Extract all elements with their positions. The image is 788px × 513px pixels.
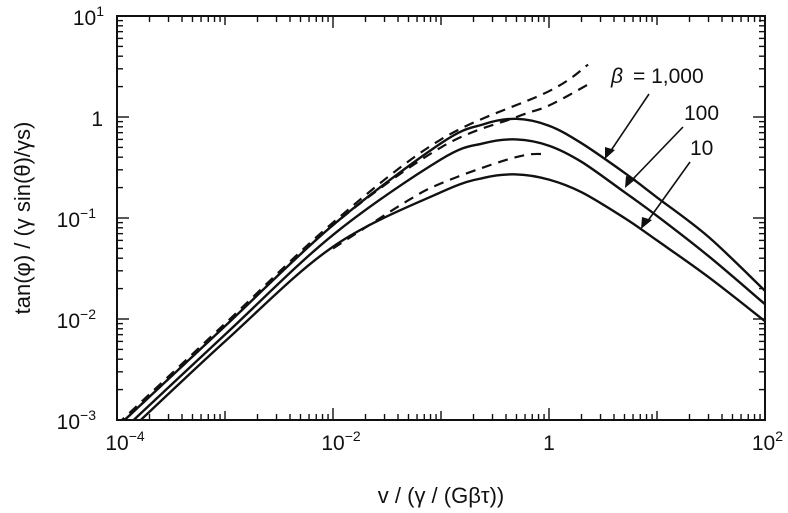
legend-beta-symbol: β	[610, 65, 623, 88]
x-tick-label: 10−2	[321, 428, 361, 455]
solid-curve-0	[122, 117, 765, 420]
y-tick-label: 10−2	[57, 306, 97, 333]
legend-label-1000: = 1,000	[633, 65, 704, 88]
arrow-100-head	[625, 176, 636, 188]
legend-arrows	[605, 93, 691, 229]
y-tick-label: 1	[91, 108, 103, 131]
x-tick-label: 102	[752, 428, 783, 455]
x-axis-label: v / (γ / (Gβτ))	[378, 483, 504, 508]
x-tick-labels: 10−4 10−2 1 102	[105, 428, 783, 455]
y-axis-label: tan(φ) / (γ sin(θ)/γs)	[10, 122, 35, 315]
x-tick-label: 1	[543, 432, 555, 455]
y-tick-label: 101	[73, 3, 104, 30]
arrow-1000-head	[605, 147, 615, 159]
arrow-1000	[609, 93, 650, 153]
solid-curve-1	[131, 138, 765, 420]
x-tick-label: 10−4	[105, 428, 145, 455]
arrow-100	[630, 126, 684, 182]
y-tick-labels: 10−3 10−2 10−1 1 101	[57, 3, 105, 434]
solid-curve-2	[139, 173, 765, 420]
plot-frame	[116, 15, 766, 421]
y-tick-label: 10−1	[57, 205, 97, 232]
dashed-curve-3	[120, 63, 589, 420]
arrow-10	[646, 161, 691, 223]
legend-label-10: 10	[690, 137, 713, 160]
arrow-10-head	[641, 217, 652, 229]
series-curves	[120, 63, 765, 420]
dashed-curve-5	[332, 152, 545, 250]
y-tick-label: 10−3	[57, 407, 97, 434]
dashed-curve-4	[122, 83, 589, 420]
legend-label-100: 100	[684, 102, 719, 125]
